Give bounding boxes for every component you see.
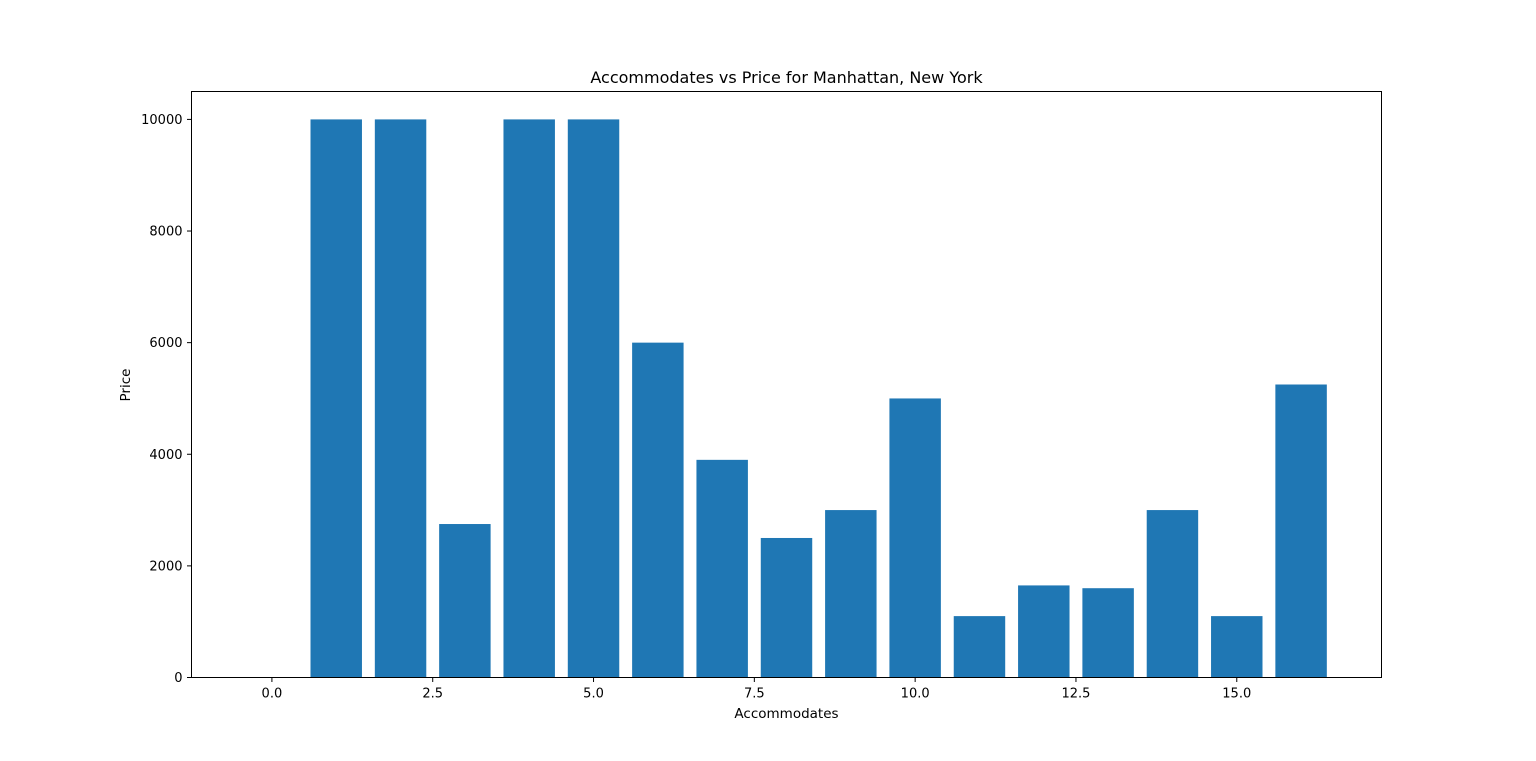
x-tick-label: 10.0 bbox=[901, 687, 930, 702]
x-axis-ticks: 0.0 2.5 5.0 7.5 10.0 12.5 15.0 bbox=[262, 677, 1251, 702]
y-tick-label: 0 bbox=[174, 671, 182, 686]
x-axis-label: Accommodates bbox=[734, 706, 838, 722]
x-tick-label: 0.0 bbox=[262, 687, 283, 702]
bar-11 bbox=[953, 616, 1006, 678]
bar-6 bbox=[632, 342, 684, 678]
y-axis-label: Price bbox=[118, 369, 134, 402]
y-tick-label: 4000 bbox=[149, 448, 182, 463]
plot-area-frame bbox=[191, 91, 1382, 678]
y-axis-ticks: 0 2000 4000 6000 8000 10000 bbox=[141, 113, 192, 686]
bar-15 bbox=[1211, 616, 1263, 678]
bar-5 bbox=[567, 119, 620, 678]
bar-16 bbox=[1275, 384, 1327, 678]
x-tick-label: 12.5 bbox=[1061, 687, 1090, 702]
bar-4 bbox=[503, 119, 555, 678]
bar-13 bbox=[1082, 588, 1134, 678]
x-tick-label: 5.0 bbox=[583, 687, 604, 702]
bar-8 bbox=[760, 537, 813, 678]
bar-9 bbox=[825, 510, 877, 678]
bar-12 bbox=[1018, 585, 1070, 678]
bar-1 bbox=[310, 119, 362, 678]
bar-2 bbox=[374, 119, 427, 678]
x-tick-label: 2.5 bbox=[422, 687, 443, 702]
bar-7 bbox=[696, 459, 748, 678]
y-tick-label: 2000 bbox=[149, 559, 182, 574]
chart-title: Accommodates vs Price for Manhattan, New… bbox=[590, 68, 983, 87]
y-tick-label: 10000 bbox=[141, 113, 182, 128]
bar-3 bbox=[439, 524, 491, 678]
bar-10 bbox=[889, 398, 941, 678]
bars-group bbox=[310, 119, 1327, 678]
x-tick-label: 7.5 bbox=[744, 687, 765, 702]
x-tick-label: 15.0 bbox=[1222, 687, 1251, 702]
y-tick-label: 6000 bbox=[149, 336, 182, 351]
y-tick-label: 8000 bbox=[149, 225, 182, 240]
bar-14 bbox=[1146, 510, 1199, 678]
